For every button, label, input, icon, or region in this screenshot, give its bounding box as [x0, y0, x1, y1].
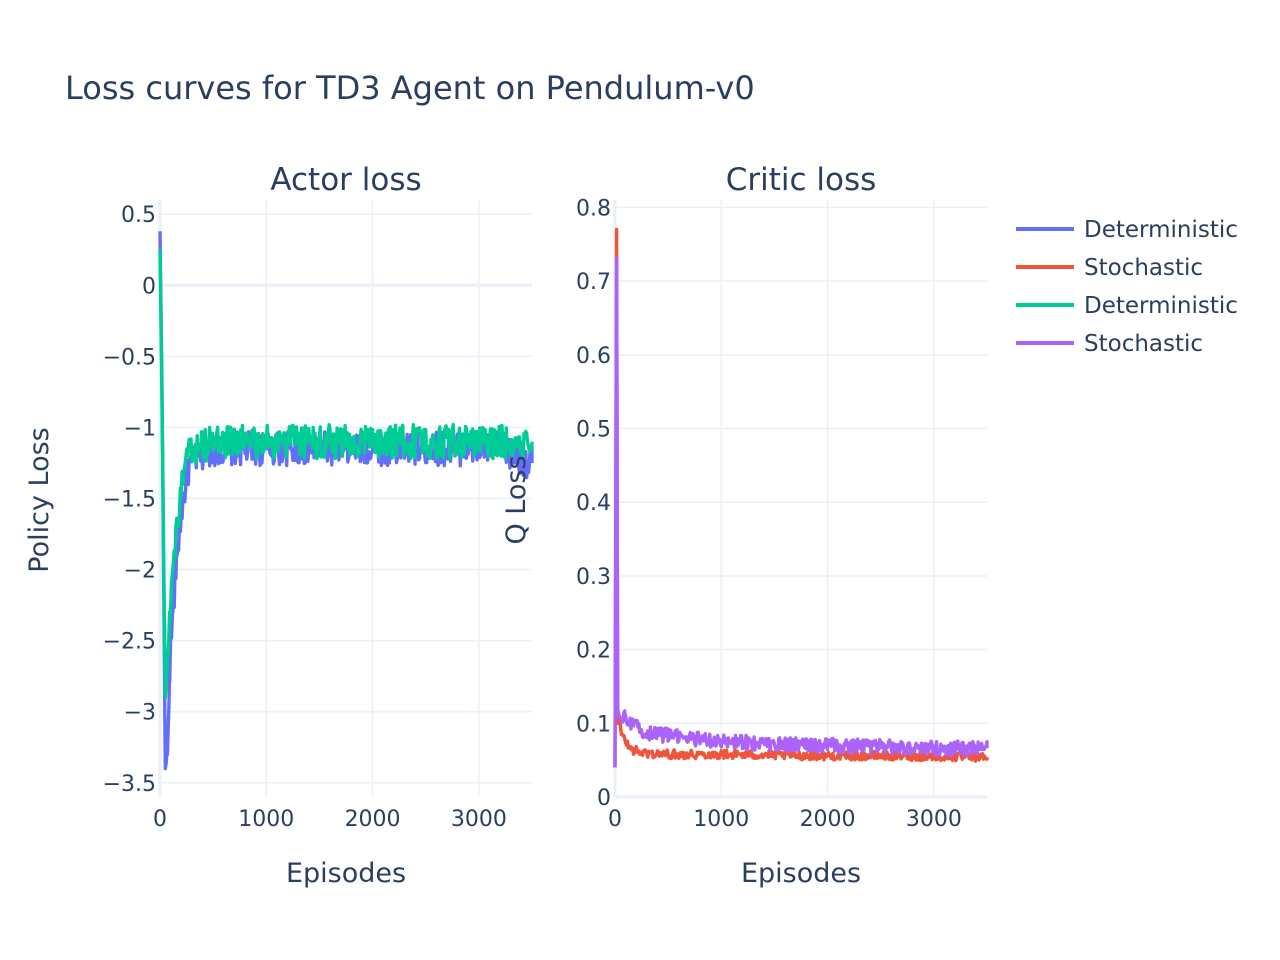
legend-label-deterministic-actor: Deterministic [1084, 217, 1238, 243]
actor-gridlines [158, 200, 532, 797]
x-tick-label: 1000 [693, 807, 749, 832]
y-tick-label: −1.5 [103, 488, 156, 513]
legend-label-stochastic-1: Stochastic [1084, 255, 1203, 281]
critic-gridlines [613, 200, 987, 799]
legend-item-deterministic-actor[interactable]: Deterministic [1016, 217, 1238, 243]
y-tick-label: 0.7 [576, 270, 611, 295]
y-tick-label: −2 [124, 559, 156, 584]
legend-item-stochastic-2[interactable]: Stochastic [1016, 331, 1203, 357]
y-tick-label: 0.5 [576, 417, 611, 442]
y-tick-label: 0.5 [121, 203, 156, 228]
y-tick-label: −0.5 [103, 345, 156, 370]
legend-item-deterministic-2[interactable]: Deterministic [1016, 293, 1238, 319]
critic-x-tick-labels: 0 1000 2000 3000 [608, 807, 962, 832]
legend-label-stochastic-2: Stochastic [1084, 331, 1203, 357]
y-tick-label: 0.1 [576, 712, 611, 737]
legend-label-deterministic-2: Deterministic [1084, 293, 1238, 319]
x-tick-label: 0 [153, 807, 167, 832]
actor-loss-subplot: 0.5 0 −0.5 −1 −1.5 −2 −2.5 −3 −3.5 0 1000 2000 3000… [24, 162, 534, 889]
y-tick-label: 0.4 [576, 491, 611, 516]
x-tick-label: 3000 [906, 807, 962, 832]
y-tick-label: −1 [124, 416, 156, 441]
x-tick-label: 2000 [800, 807, 856, 832]
y-tick-label: 0.3 [576, 565, 611, 590]
critic-series-group [613, 227, 989, 768]
x-tick-label: 2000 [345, 807, 401, 832]
critic-subplot-title: Critic loss [726, 162, 877, 198]
actor-x-axis-label: Episodes [286, 858, 406, 889]
y-tick-label: 0 [142, 274, 156, 299]
actor-subplot-title: Actor loss [270, 162, 421, 198]
x-tick-label: 0 [608, 807, 622, 832]
actor-x-tick-labels: 0 1000 2000 3000 [153, 807, 507, 832]
series-line-stochastic-1 [613, 257, 989, 768]
y-tick-label: −3 [124, 701, 156, 726]
y-tick-label: 0.6 [576, 344, 611, 369]
y-tick-label: 0 [597, 786, 611, 811]
y-tick-label: 0.8 [576, 196, 611, 221]
y-tick-label: −2.5 [103, 630, 156, 655]
critic-y-tick-labels: 0 0.1 0.2 0.3 0.4 0.5 0.6 0.7 0.8 [576, 196, 611, 811]
actor-y-axis-label: Policy Loss [24, 427, 55, 572]
x-tick-label: 3000 [451, 807, 507, 832]
y-tick-label: 0.2 [576, 639, 611, 664]
actor-series-group [158, 231, 534, 771]
series-line-stochastic-0 [158, 249, 534, 700]
chart-title: Loss curves for TD3 Agent on Pendulum-v0 [65, 69, 755, 107]
critic-y-axis-label: Q Loss [501, 455, 532, 544]
actor-y-tick-labels: 0.5 0 −0.5 −1 −1.5 −2 −2.5 −3 −3.5 [103, 203, 156, 797]
series-line-deterministic-1 [613, 227, 989, 768]
legend-item-stochastic-critic[interactable]: Stochastic [1016, 255, 1203, 281]
critic-loss-subplot: 00.10.20.30.40.50.60.70.8 0 1000 2000 3000 … [501, 162, 989, 889]
critic-x-axis-label: Episodes [741, 858, 861, 889]
y-tick-label: −3.5 [103, 772, 156, 797]
legend: Deterministic Stochastic Deterministic S… [1016, 217, 1238, 357]
series-line-deterministic-0 [158, 231, 534, 771]
x-tick-label: 1000 [238, 807, 294, 832]
